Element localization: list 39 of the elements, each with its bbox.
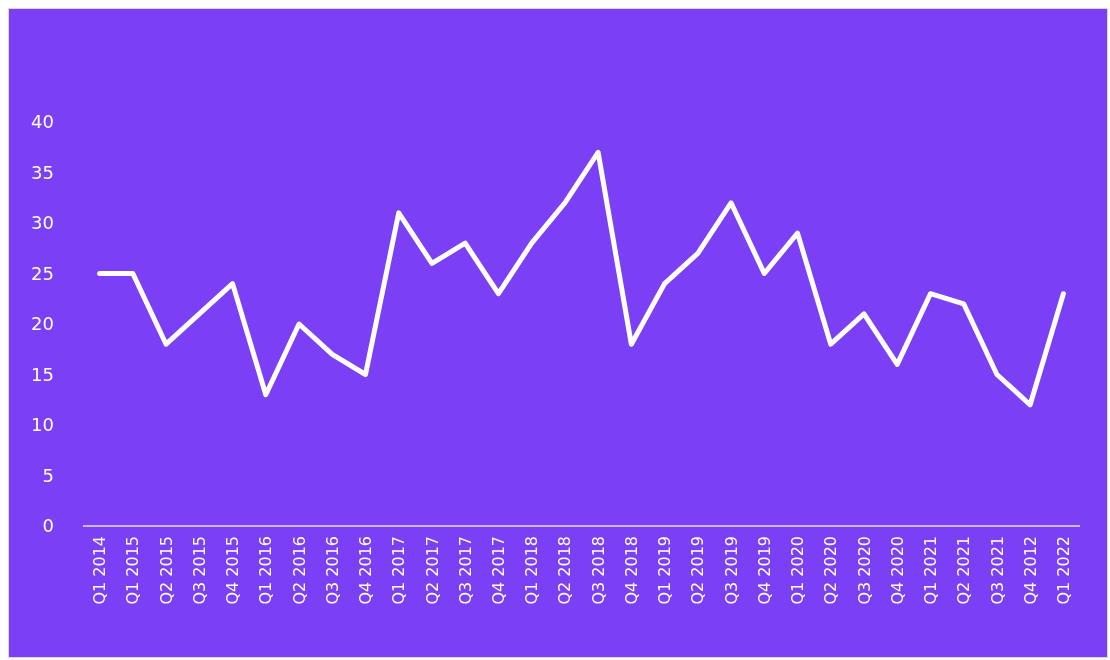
x-tick-label: Q1 2017 <box>389 536 409 605</box>
x-tick-label: Q1 2014 <box>90 536 110 605</box>
x-tick-label: Q3 2021 <box>987 536 1007 605</box>
x-tick-label: Q4 2015 <box>223 536 243 605</box>
x-tick-label: Q1 2021 <box>921 536 941 605</box>
x-tick-label: Q4 2012 <box>1020 536 1040 605</box>
x-tick-label: Q1 2016 <box>256 536 276 605</box>
x-tick-label: Q3 2016 <box>322 536 342 605</box>
y-tick-label: 5 <box>42 464 54 486</box>
y-tick-label: 20 <box>31 313 54 335</box>
x-tick-label: Q4 2016 <box>356 536 376 605</box>
x-tick-label: Q4 2019 <box>754 536 774 605</box>
x-tick-label: Q3 2019 <box>721 536 741 605</box>
x-tick-label: Q3 2017 <box>455 536 475 605</box>
x-tick-label: Q2 2020 <box>821 536 841 605</box>
x-tick-label: Q1 2022 <box>1053 536 1073 605</box>
x-tick-label: Q2 2017 <box>422 536 442 605</box>
x-tick-label: Q3 2020 <box>854 536 874 605</box>
x-tick-label: Q2 2018 <box>555 536 575 605</box>
y-tick-label: 10 <box>31 414 54 436</box>
x-tick-label: Q1 2018 <box>522 536 542 605</box>
y-tick-label: 40 <box>31 111 54 133</box>
x-tick-label: Q1 2019 <box>655 536 675 605</box>
x-tick-label: Q2 2021 <box>954 536 974 605</box>
x-tick-label: Q4 2018 <box>621 536 641 605</box>
y-tick-label: 25 <box>31 262 54 284</box>
x-tick-label: Q4 2017 <box>489 536 509 605</box>
y-tick-label: 0 <box>42 515 54 537</box>
x-tick-label: Q1 2015 <box>123 536 143 605</box>
y-tick-label: 30 <box>31 212 54 234</box>
x-tick-label: Q2 2015 <box>156 536 176 605</box>
x-tick-label: Q4 2020 <box>887 536 907 605</box>
x-tick-label: Q3 2015 <box>189 536 209 605</box>
x-tick-label: Q1 2020 <box>788 536 808 605</box>
y-tick-label: 35 <box>31 161 54 183</box>
x-tick-label: Q2 2019 <box>688 536 708 605</box>
y-tick-label: 15 <box>31 363 54 385</box>
x-tick-label: Q3 2018 <box>588 536 608 605</box>
x-tick-label: Q2 2016 <box>289 536 309 605</box>
